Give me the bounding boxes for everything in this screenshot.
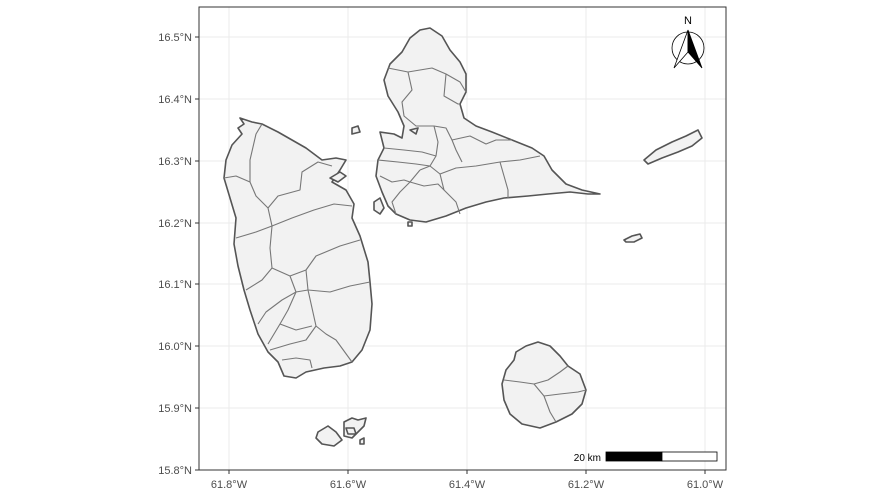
x-tick-label: 61.2°W — [568, 479, 605, 491]
x-tick-label: 61.4°W — [449, 479, 486, 491]
petite-terre-islets — [623, 233, 643, 243]
north-arrow-label: N — [684, 15, 692, 27]
la-desirade-island — [643, 129, 703, 165]
scale-bar-label: 20 km — [574, 453, 601, 464]
basse-terre-island — [223, 117, 373, 379]
scale-bar: 20 km — [574, 451, 718, 464]
y-tick-label: 16.0°N — [158, 341, 192, 353]
grande-terre-island — [375, 27, 601, 223]
y-tick-label: 16.2°N — [158, 218, 192, 230]
north-arrow: N — [671, 15, 705, 69]
y-axis: 16.5°N 16.4°N 16.3°N 16.2°N 16.1°N 16.0°… — [158, 32, 199, 477]
y-tick-label: 15.9°N — [158, 403, 192, 415]
x-tick-label: 61.8°W — [211, 479, 248, 491]
y-tick-label: 15.8°N — [158, 465, 192, 477]
x-axis: 61.8°W 61.6°W 61.4°W 61.2°W 61.0°W — [211, 470, 724, 491]
x-tick-label: 61.6°W — [330, 479, 367, 491]
y-tick-label: 16.3°N — [158, 156, 192, 168]
panel-frame — [198, 6, 727, 471]
y-tick-label: 16.1°N — [158, 279, 192, 291]
les-saintes-islands — [315, 417, 367, 447]
y-tick-label: 16.4°N — [158, 94, 192, 106]
islets-channel — [329, 125, 419, 227]
x-tick-label: 61.0°W — [687, 479, 724, 491]
y-tick-label: 16.5°N — [158, 32, 192, 44]
marie-galante-island — [501, 341, 587, 429]
